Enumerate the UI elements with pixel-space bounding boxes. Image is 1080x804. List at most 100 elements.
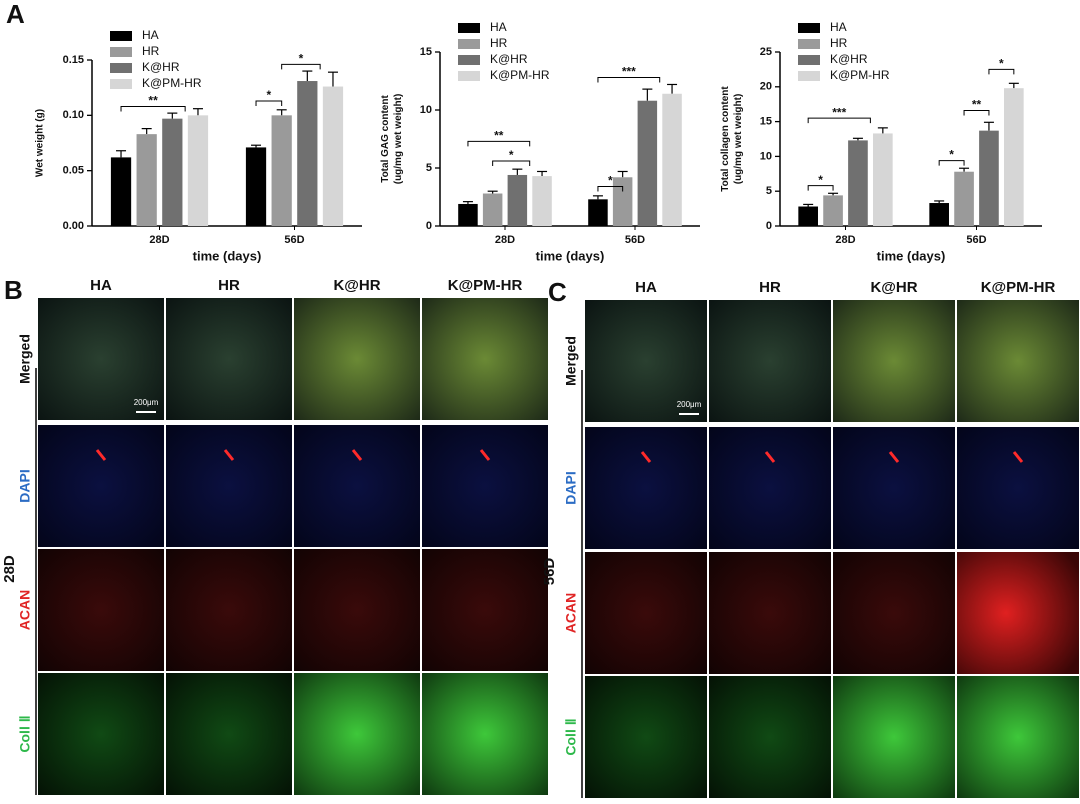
micrograph [709, 300, 831, 422]
micrograph [709, 676, 831, 798]
row-label: Coll Ⅱ [563, 718, 579, 755]
significance-bracket [807, 185, 834, 191]
micrograph [585, 676, 707, 798]
panel-label: C [548, 277, 567, 307]
y-tick-label: 0.15 [63, 54, 84, 66]
legend-swatch [458, 55, 480, 65]
row-label: ACAN [563, 593, 579, 633]
y-tick-label: 5 [426, 162, 432, 174]
legend-label: K@PM-HR [830, 68, 890, 82]
significance-label: * [949, 148, 954, 162]
column-header: K@HR [870, 279, 917, 296]
micrograph [957, 676, 1079, 798]
y-tick-label: 10 [420, 104, 432, 116]
bar [507, 174, 528, 226]
micrograph [422, 673, 548, 795]
micrograph [294, 549, 420, 671]
bar [612, 177, 633, 226]
bar [482, 193, 503, 226]
row-label: DAPI [563, 471, 579, 504]
legend-swatch [110, 31, 132, 41]
significance-bracket [807, 117, 871, 124]
significance-bracket [281, 63, 321, 70]
arrow [1012, 451, 1024, 463]
bar [848, 140, 868, 226]
column-header: HA [635, 279, 657, 296]
arrow [479, 449, 491, 461]
bar [162, 118, 183, 226]
significance-label: * [267, 88, 272, 102]
significance-bracket [467, 140, 531, 147]
column-header: K@HR [333, 277, 380, 294]
x-axis-label: time (days) [877, 248, 946, 263]
y-tick-label: 25 [760, 46, 772, 58]
scale-bar-label: 200μm [677, 400, 702, 409]
significance-label: * [608, 174, 613, 188]
row-label: Merged [17, 334, 33, 384]
micrograph [585, 300, 707, 422]
x-tick-label: 56D [966, 234, 986, 246]
micrograph [294, 298, 420, 420]
y-tick-label: 0 [426, 220, 432, 232]
significance-bracket [597, 186, 624, 192]
micrograph [422, 298, 548, 420]
y-tick-label: 0.10 [63, 109, 84, 121]
micrograph [957, 427, 1079, 549]
y-tick-label: 15 [420, 46, 432, 58]
y-tick-label: 0 [766, 220, 772, 232]
micrograph [166, 298, 292, 420]
micrograph [833, 552, 955, 674]
micrograph [38, 425, 164, 547]
significance-label: * [509, 148, 514, 162]
legend-swatch [458, 23, 480, 33]
x-tick-label: 56D [284, 234, 304, 246]
significance-label: * [299, 52, 304, 66]
y-axis-label: Total GAG content (ug/mg wet weight) [380, 94, 404, 185]
legend-label: HR [490, 36, 508, 50]
bar [532, 176, 552, 226]
scale-bar-label: 200μm [134, 398, 159, 407]
x-axis-label: time (days) [536, 248, 605, 263]
micrograph [709, 427, 831, 549]
bar [1004, 88, 1024, 226]
micrograph [585, 427, 707, 549]
y-tick-label: 10 [760, 150, 772, 162]
bar [798, 206, 818, 226]
bar [458, 203, 478, 226]
bar [297, 81, 318, 226]
micrograph [833, 300, 955, 422]
y-axis-label: Total collagen content (ug/mg wet weight) [720, 86, 744, 192]
bar [271, 115, 292, 226]
bar [245, 147, 267, 226]
significance-label: *** [832, 105, 846, 119]
micrograph [166, 425, 292, 547]
legend-label: K@PM-HR [142, 76, 202, 90]
legend-label: K@PM-HR [490, 68, 550, 82]
micrograph [709, 552, 831, 674]
arrow [351, 449, 363, 461]
significance-label: *** [622, 65, 636, 79]
legend-label: K@HR [830, 52, 868, 66]
micrograph [38, 298, 164, 420]
legend-swatch [798, 23, 820, 33]
legend-swatch [798, 71, 820, 81]
x-tick-label: 28D [149, 234, 169, 246]
legend-swatch [798, 55, 820, 65]
y-tick-label: 20 [760, 81, 772, 93]
significance-bracket [597, 77, 661, 83]
time-label: 28D [1, 555, 18, 583]
micrograph [166, 673, 292, 795]
row-label: Merged [563, 336, 579, 386]
panel-label: B [4, 275, 23, 305]
bar [136, 134, 157, 226]
bar [322, 86, 344, 226]
column-header: HR [218, 277, 240, 294]
arrow [888, 451, 900, 463]
significance-bracket [988, 68, 1015, 75]
bar [187, 115, 209, 226]
x-tick-label: 28D [835, 234, 855, 246]
legend-label: HR [142, 44, 160, 58]
column-header: HA [90, 277, 112, 294]
significance-label: * [999, 57, 1004, 71]
